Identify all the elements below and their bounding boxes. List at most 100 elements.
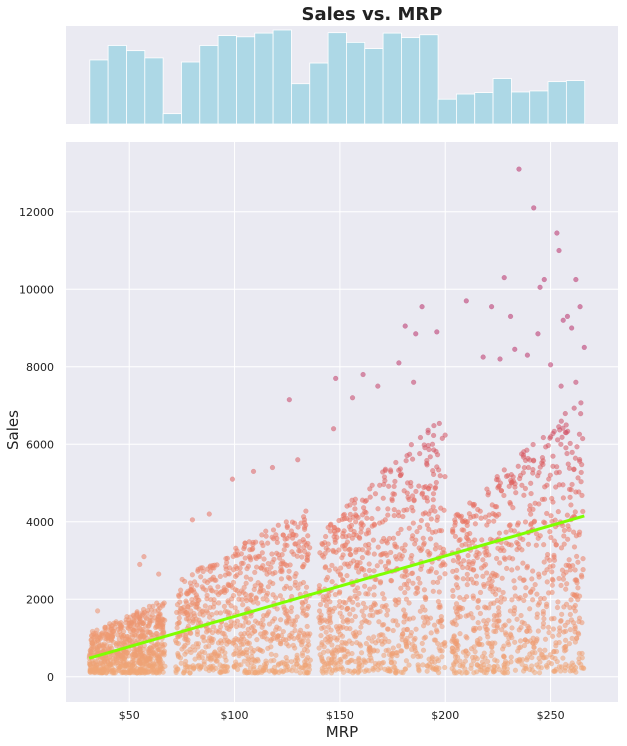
- scatter-point: [318, 632, 324, 639]
- histogram-bar: [309, 62, 329, 125]
- scatter-point: [362, 509, 368, 515]
- scatter-point: [567, 611, 573, 618]
- scatter-point: [238, 551, 245, 557]
- scatter-point: [450, 661, 457, 667]
- scatter-point: [547, 557, 553, 563]
- scatter-point: [578, 400, 584, 406]
- scatter-point: [390, 618, 396, 624]
- scatter-point: [562, 410, 568, 417]
- scatter-point: [549, 589, 555, 596]
- scatter-point: [575, 630, 581, 636]
- scatter-point: [277, 568, 284, 574]
- histogram-bar: [126, 50, 146, 125]
- scatter-point: [336, 603, 342, 609]
- scatter-point: [459, 527, 465, 533]
- scatter-point: [376, 520, 383, 526]
- scatter-point: [517, 475, 523, 482]
- scatter-point: [295, 585, 301, 591]
- scatter-point: [213, 610, 220, 616]
- scatter-point: [454, 567, 460, 574]
- scatter-point: [290, 642, 296, 649]
- scatter-point: [385, 647, 392, 653]
- scatter-point: [317, 550, 323, 556]
- scatter-point: [427, 536, 434, 542]
- scatter-point: [297, 627, 304, 633]
- scatter-point: [258, 565, 264, 571]
- scatter-point: [338, 659, 344, 665]
- scatter-point: [341, 543, 347, 549]
- scatter-point: [537, 284, 543, 290]
- scatter-point: [183, 649, 190, 655]
- scatter-point: [482, 549, 488, 556]
- scatter-point: [248, 576, 254, 582]
- scatter-point: [563, 422, 569, 428]
- scatter-point: [431, 447, 437, 453]
- scatter-point: [527, 666, 533, 673]
- scatter-point: [508, 654, 514, 660]
- scatter-point: [457, 631, 463, 637]
- scatter-point: [560, 482, 566, 488]
- scatter-point: [134, 622, 141, 629]
- scatter-point: [259, 648, 266, 654]
- scatter-point: [349, 650, 355, 657]
- scatter-point: [346, 597, 352, 603]
- scatter-point: [291, 520, 298, 526]
- scatter-point: [332, 539, 338, 546]
- scatter-point: [421, 587, 428, 593]
- scatter-point: [284, 524, 290, 531]
- scatter-point: [522, 592, 528, 599]
- scatter-point: [224, 641, 230, 647]
- histogram-bar: [437, 98, 457, 125]
- scatter-point: [524, 447, 530, 453]
- scatter-point: [242, 669, 248, 676]
- scatter-point: [189, 572, 196, 578]
- scatter-point: [340, 624, 346, 630]
- scatter-point: [188, 608, 194, 614]
- scatter-point: [303, 508, 309, 514]
- scatter-point: [384, 612, 390, 618]
- scatter-point: [263, 533, 269, 539]
- scatter-point: [151, 650, 157, 656]
- scatter-point: [579, 574, 585, 580]
- scatter-point: [481, 650, 487, 656]
- scatter-point: [316, 583, 323, 589]
- scatter-point: [360, 600, 367, 607]
- scatter-point: [549, 495, 555, 502]
- scatter-point: [406, 496, 412, 503]
- scatter-point: [271, 556, 277, 563]
- scatter-point: [487, 586, 493, 592]
- histogram-bar: [107, 45, 127, 125]
- scatter-point: [468, 576, 475, 582]
- scatter-point: [560, 655, 566, 661]
- scatter-point: [156, 571, 162, 577]
- scatter-point: [553, 484, 559, 490]
- scatter-point: [485, 634, 491, 640]
- scatter-point: [304, 557, 311, 564]
- scatter-point: [364, 515, 370, 521]
- scatter-point: [514, 539, 520, 546]
- scatter-point: [484, 486, 490, 492]
- scatter-point: [242, 540, 248, 546]
- histogram-bar: [547, 81, 567, 125]
- scatter-point: [528, 511, 534, 517]
- histogram-panel: [66, 26, 618, 125]
- scatter-point: [517, 575, 523, 581]
- scatter-point: [404, 626, 410, 633]
- scatter-point: [401, 548, 408, 554]
- scatter-point: [457, 613, 463, 620]
- scatter-point: [414, 529, 420, 535]
- scatter-point: [300, 579, 307, 586]
- scatter-point: [350, 599, 356, 605]
- scatter-point: [160, 603, 166, 609]
- scatter-point: [552, 668, 558, 674]
- scatter-point: [198, 663, 204, 669]
- scatter-point: [357, 560, 363, 566]
- scatter-point: [544, 510, 550, 517]
- scatter-point: [505, 472, 511, 479]
- scatter-point: [527, 651, 533, 657]
- scatter-point: [359, 566, 365, 572]
- scatter-point: [287, 585, 293, 591]
- scatter-point: [263, 528, 269, 534]
- scatter-point: [511, 528, 518, 534]
- scatter-point: [404, 507, 410, 513]
